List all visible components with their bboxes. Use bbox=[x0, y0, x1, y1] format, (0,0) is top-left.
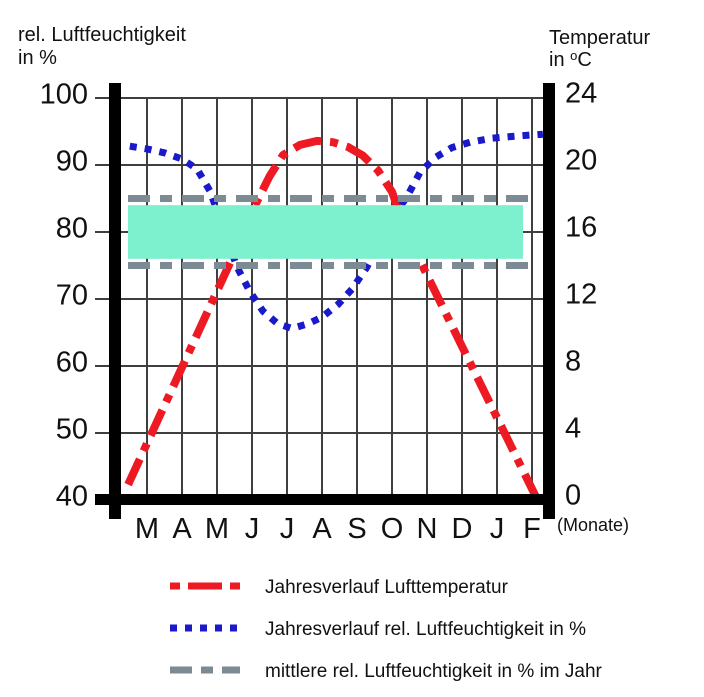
temperature-curve bbox=[124, 136, 540, 498]
gridlines bbox=[95, 97, 549, 501]
temperature-tick-label: 20 bbox=[565, 145, 597, 177]
monate-note: (Monate) bbox=[557, 515, 629, 535]
temperature-axis-title-line2: in oC bbox=[549, 48, 592, 71]
temperature-tick-label: 12 bbox=[565, 279, 597, 311]
legend: Jahresverlauf Lufttemperatur Jahresverla… bbox=[170, 577, 603, 682]
month-label: J bbox=[280, 513, 295, 545]
bottom-axis-bar bbox=[95, 494, 555, 505]
temperature-axis-title-line1: Temperatur bbox=[549, 27, 650, 49]
mean-humidity-band bbox=[128, 205, 523, 259]
data-curves bbox=[124, 130, 544, 498]
humidity-axis-title-line2: in % bbox=[18, 47, 57, 69]
month-label: A bbox=[312, 513, 332, 545]
humidity-tick-label: 40 bbox=[56, 481, 88, 513]
humidity-axis-title-line1: rel. Luftfeuchtigkeit bbox=[18, 24, 186, 46]
month-label: M bbox=[135, 513, 159, 545]
legend-label-humidity: Jahresverlauf rel. Luftfeuchtigkeit in % bbox=[265, 619, 586, 640]
axis-bars bbox=[95, 83, 555, 519]
month-label: M bbox=[205, 513, 229, 545]
month-label: O bbox=[381, 513, 404, 545]
left-axis-bar bbox=[109, 83, 121, 519]
mean-band-group bbox=[128, 195, 533, 269]
legend-label-temperature: Jahresverlauf Lufttemperatur bbox=[265, 577, 509, 598]
humidity-tick-label: 70 bbox=[56, 280, 88, 312]
right-axis-bar bbox=[543, 83, 555, 519]
humidity-tick-label: 100 bbox=[40, 79, 88, 111]
legend-label-mean: mittlere rel. Luftfeuchtigkeit in % im J… bbox=[265, 661, 603, 682]
humidity-tick-label: 90 bbox=[56, 146, 88, 178]
month-label: N bbox=[417, 513, 438, 545]
temperature-tick-label: 4 bbox=[565, 413, 581, 445]
temperature-tick-label: 8 bbox=[565, 346, 581, 378]
month-label: J bbox=[490, 513, 505, 545]
month-label: F bbox=[523, 513, 541, 545]
humidity-curve bbox=[129, 130, 544, 332]
temperature-tick-label: 24 bbox=[565, 78, 597, 110]
humidity-tick-label: 80 bbox=[56, 213, 88, 245]
temperature-tick-label: 16 bbox=[565, 212, 597, 244]
month-label: A bbox=[172, 513, 192, 545]
month-label: D bbox=[452, 513, 473, 545]
month-label: S bbox=[347, 513, 366, 545]
humidity-tick-label: 60 bbox=[56, 347, 88, 379]
month-label: J bbox=[245, 513, 260, 545]
temperature-tick-label: 0 bbox=[565, 480, 581, 512]
humidity-tick-label: 50 bbox=[56, 414, 88, 446]
